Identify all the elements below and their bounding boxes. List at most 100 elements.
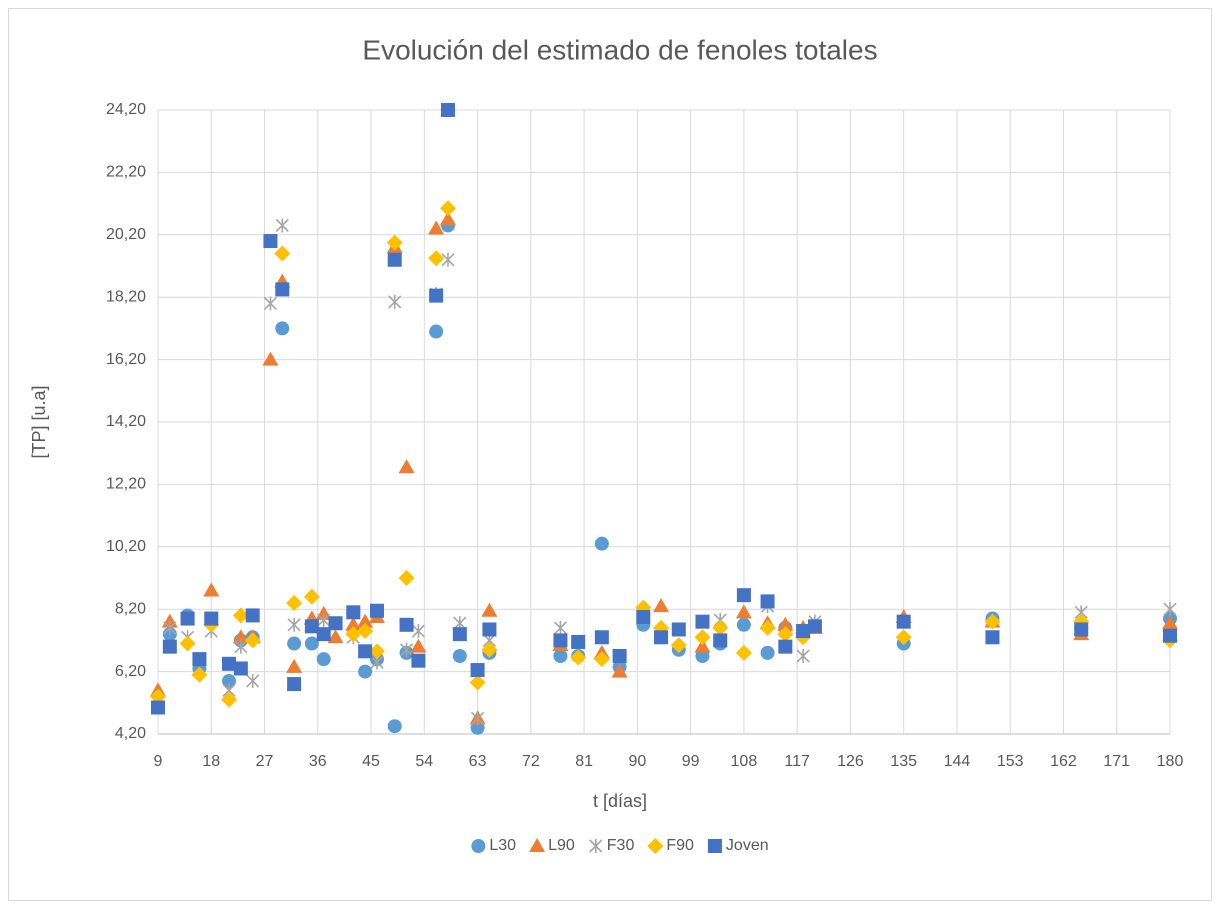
point	[695, 614, 710, 629]
point	[327, 629, 344, 644]
point	[387, 252, 402, 267]
legend-label: F90	[666, 837, 694, 854]
point	[179, 635, 196, 652]
y-tick-label: 24,20	[106, 101, 146, 118]
point	[357, 623, 374, 640]
point	[1163, 628, 1177, 643]
legend-label: L90	[548, 837, 575, 854]
point	[304, 636, 319, 651]
point	[428, 220, 445, 235]
point	[410, 638, 427, 653]
point	[636, 610, 651, 624]
point	[303, 588, 320, 605]
point	[712, 619, 729, 636]
point	[594, 630, 609, 645]
x-tick-label: 72	[522, 753, 540, 770]
point	[439, 200, 456, 217]
point	[441, 252, 455, 267]
point	[611, 663, 628, 678]
x-tick-label: 117	[784, 753, 810, 770]
point	[1162, 615, 1178, 630]
point	[398, 459, 415, 474]
point	[151, 700, 165, 715]
point	[452, 627, 467, 642]
point	[274, 245, 291, 262]
point	[1163, 602, 1177, 617]
point	[232, 607, 249, 624]
point	[713, 633, 728, 648]
point	[481, 641, 498, 658]
y-tick-label: 4,20	[115, 725, 146, 742]
point	[192, 652, 207, 667]
point	[358, 644, 373, 659]
y-tick-label: 10,20	[106, 538, 146, 555]
point	[346, 605, 361, 620]
point	[399, 617, 414, 632]
point	[985, 630, 1000, 645]
point	[428, 250, 445, 267]
point	[553, 620, 567, 635]
point	[246, 673, 260, 688]
point	[411, 624, 425, 639]
x-tick-label: 9	[154, 753, 163, 770]
point	[796, 649, 810, 663]
point	[671, 622, 686, 637]
legend-marker	[707, 839, 722, 853]
point	[386, 234, 403, 251]
point	[760, 645, 775, 660]
legend-marker	[471, 839, 486, 853]
legend-marker	[529, 838, 546, 852]
x-tick-label: 135	[890, 753, 917, 770]
x-axis-label: t [días]	[593, 791, 647, 811]
point	[316, 652, 331, 667]
x-tick-label: 171	[1103, 753, 1130, 770]
point	[471, 711, 485, 726]
point	[204, 611, 219, 626]
point	[222, 656, 237, 671]
x-tick-label: 81	[575, 753, 593, 770]
point	[594, 536, 609, 551]
x-tick-label: 27	[256, 753, 274, 770]
x-tick-label: 45	[362, 753, 380, 770]
point	[245, 608, 260, 623]
point	[482, 622, 497, 637]
point	[162, 639, 177, 654]
legend-marker	[647, 838, 664, 854]
point	[1074, 622, 1089, 637]
x-tick-label: 18	[202, 753, 220, 770]
point	[778, 639, 793, 654]
point	[234, 639, 248, 654]
point	[233, 661, 248, 676]
point	[570, 649, 587, 666]
point	[287, 677, 302, 692]
point	[262, 351, 279, 366]
legend-label: L30	[489, 837, 516, 854]
point	[612, 649, 627, 663]
point	[203, 582, 220, 597]
point	[553, 649, 568, 663]
point	[221, 691, 238, 708]
x-tick-label: 153	[997, 753, 1024, 770]
point	[317, 613, 331, 628]
point	[593, 651, 610, 668]
point	[429, 324, 444, 339]
x-tick-label: 180	[1157, 753, 1184, 770]
point	[232, 629, 249, 644]
point	[440, 103, 455, 117]
point	[411, 653, 426, 668]
point	[654, 630, 669, 645]
x-tick-label: 108	[731, 753, 758, 770]
point	[368, 643, 385, 660]
point	[286, 594, 303, 611]
point	[469, 674, 486, 691]
x-tick-label: 162	[1050, 753, 1077, 770]
point	[399, 642, 414, 657]
point	[275, 218, 289, 233]
point	[760, 594, 775, 609]
point	[896, 614, 911, 629]
y-tick-label: 18,20	[106, 288, 146, 305]
point	[470, 663, 485, 678]
point	[287, 636, 302, 651]
x-tick-label: 144	[944, 753, 971, 770]
